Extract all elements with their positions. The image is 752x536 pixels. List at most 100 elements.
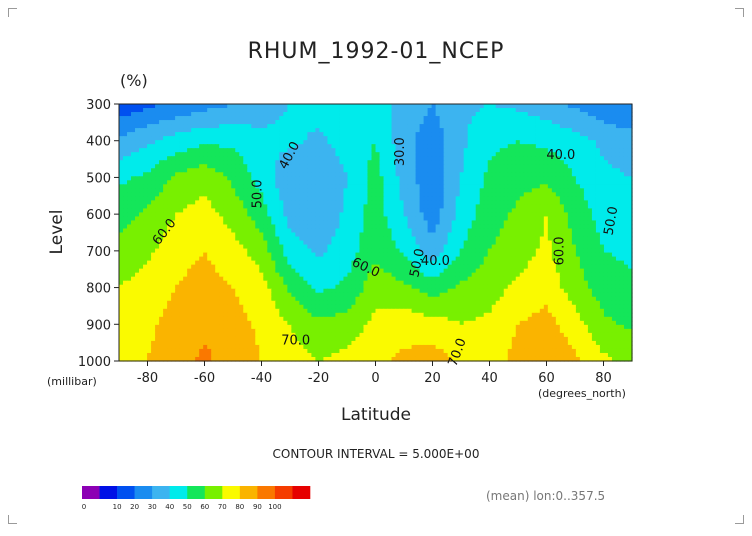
heatmap-cell [287,176,292,181]
heatmap-cell [147,256,152,262]
heatmap-cell [395,208,401,214]
heatmap-cell [475,152,481,157]
heatmap-cell [127,236,132,242]
heatmap-cell [179,120,184,125]
heatmap-cell [615,252,621,258]
heatmap-cell [427,256,433,262]
heatmap-cell [359,240,365,246]
heatmap-cell [459,172,465,177]
heatmap-cell [391,224,397,230]
heatmap-cell [591,200,597,205]
heatmap-cell [387,176,393,181]
heatmap-cell [343,180,349,185]
heatmap-cell [135,208,140,214]
heatmap-cell [283,244,288,250]
heatmap-cell [231,204,236,210]
heatmap-cell [535,192,541,197]
heatmap-cell [155,104,160,109]
heatmap-cell [199,128,204,133]
heatmap-cell [603,132,609,137]
heatmap-cell [455,220,461,226]
heatmap-cell [303,192,308,197]
heatmap-cell [375,176,381,181]
heatmap-cell [339,184,345,189]
heatmap-cell [471,144,477,149]
heatmap-cell [227,256,232,262]
heatmap-cell [147,148,152,153]
heatmap-cell [227,252,232,258]
heatmap-cell [555,152,561,157]
heatmap-cell [603,136,609,141]
heatmap-cell [251,140,256,145]
heatmap-cell [299,240,304,246]
heatmap-cell [531,160,537,165]
heatmap-cell [195,220,200,226]
heatmap-cell [347,212,353,218]
heatmap-cell [363,216,369,222]
heatmap-cell [183,156,188,161]
heatmap-cell [391,184,397,189]
heatmap-cell [587,108,593,113]
heatmap-cell [607,220,613,226]
heatmap-cell [451,128,457,133]
heatmap-cell [575,176,581,181]
heatmap-cell [175,168,180,173]
heatmap-cell [239,140,244,145]
heatmap-cell [167,204,172,210]
heatmap-cell [603,140,609,145]
heatmap-cell [323,180,329,185]
heatmap-cell [595,168,601,173]
heatmap-cell [287,152,292,157]
heatmap-cell [159,216,164,222]
heatmap-cell [463,196,469,201]
heatmap-cell [395,188,401,193]
heatmap-cell [383,256,389,262]
heatmap-cell [419,240,425,246]
heatmap-cell [251,168,256,173]
heatmap-cell [575,228,581,234]
heatmap-cell [555,192,561,197]
heatmap-cell [483,200,489,205]
heatmap-cell [603,184,609,189]
heatmap-cell [571,152,577,157]
heatmap-cell [491,144,497,149]
heatmap-cell [195,212,200,218]
heatmap-cell [371,168,377,173]
heatmap-cell [263,156,268,161]
heatmap-cell [335,208,341,214]
heatmap-cell [407,220,413,226]
heatmap-cell [431,168,437,173]
heatmap-cell [355,172,361,177]
heatmap-cell [307,204,312,210]
heatmap-cell [143,156,148,161]
heatmap-cell [391,136,397,141]
heatmap-cell [203,140,208,145]
heatmap-cell [391,172,397,177]
heatmap-cell [515,200,521,205]
heatmap-cell [603,176,609,181]
heatmap-cell [555,128,561,133]
heatmap-cell [539,168,545,173]
heatmap-cell [487,104,493,109]
heatmap-cell [439,252,445,258]
heatmap-cell [551,192,557,197]
heatmap-cell [151,108,156,113]
heatmap-cell [147,184,152,189]
heatmap-cell [587,184,593,189]
heatmap-cell [475,248,481,254]
heatmap-cell [623,216,629,222]
heatmap-cell [599,144,605,149]
heatmap-cell [175,128,180,133]
heatmap-cell [227,156,232,161]
heatmap-cell [271,188,276,193]
heatmap-cell [539,144,545,149]
heatmap-cell [467,160,473,165]
heatmap-cell [199,132,204,137]
heatmap-cell [291,176,296,181]
heatmap-cell [499,184,505,189]
heatmap-cell [359,104,365,109]
heatmap-cell [331,204,337,210]
heatmap-cell [415,196,421,201]
heatmap-cell [575,160,581,165]
heatmap-cell [511,232,517,238]
